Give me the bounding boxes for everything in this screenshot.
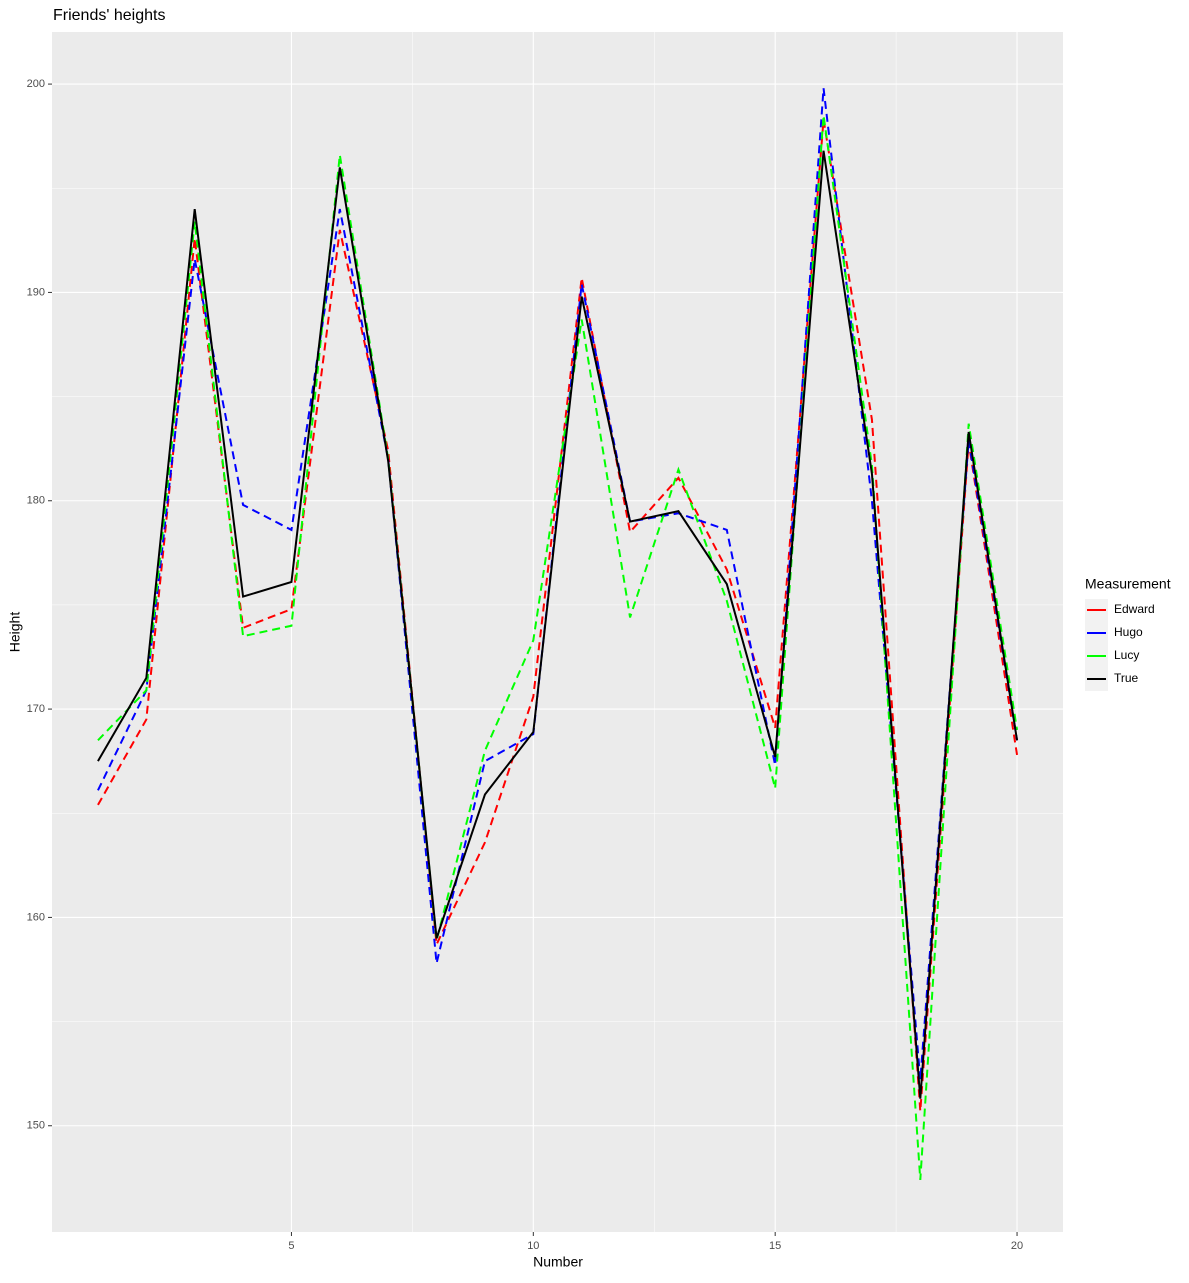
series-line bbox=[97, 119, 1019, 1112]
x-axis-label: Number bbox=[533, 1254, 583, 1270]
y-tick-label: 150 bbox=[27, 1120, 45, 1132]
series-line bbox=[97, 115, 1019, 1180]
y-axis-label: Height bbox=[7, 612, 23, 653]
legend-label: True bbox=[1114, 671, 1139, 685]
y-tick-label: 160 bbox=[27, 911, 45, 923]
x-tick-label: 15 bbox=[769, 1240, 781, 1252]
series-line bbox=[97, 150, 1019, 1099]
legend-label: Edward bbox=[1114, 602, 1155, 616]
legend-label: Hugo bbox=[1114, 625, 1143, 639]
y-tick-label: 190 bbox=[27, 286, 45, 298]
legend-title: Measurement bbox=[1085, 576, 1171, 592]
legend-label: Lucy bbox=[1114, 648, 1139, 662]
chart-title: Friends' heights bbox=[53, 7, 165, 24]
x-tick-label: 20 bbox=[1011, 1240, 1023, 1252]
x-tick-label: 10 bbox=[527, 1240, 539, 1252]
x-tick-label: 5 bbox=[288, 1240, 294, 1252]
y-tick-label: 180 bbox=[27, 495, 45, 507]
y-tick-label: 170 bbox=[27, 703, 45, 715]
y-tick-label: 200 bbox=[27, 78, 45, 90]
panel bbox=[52, 32, 1063, 1232]
